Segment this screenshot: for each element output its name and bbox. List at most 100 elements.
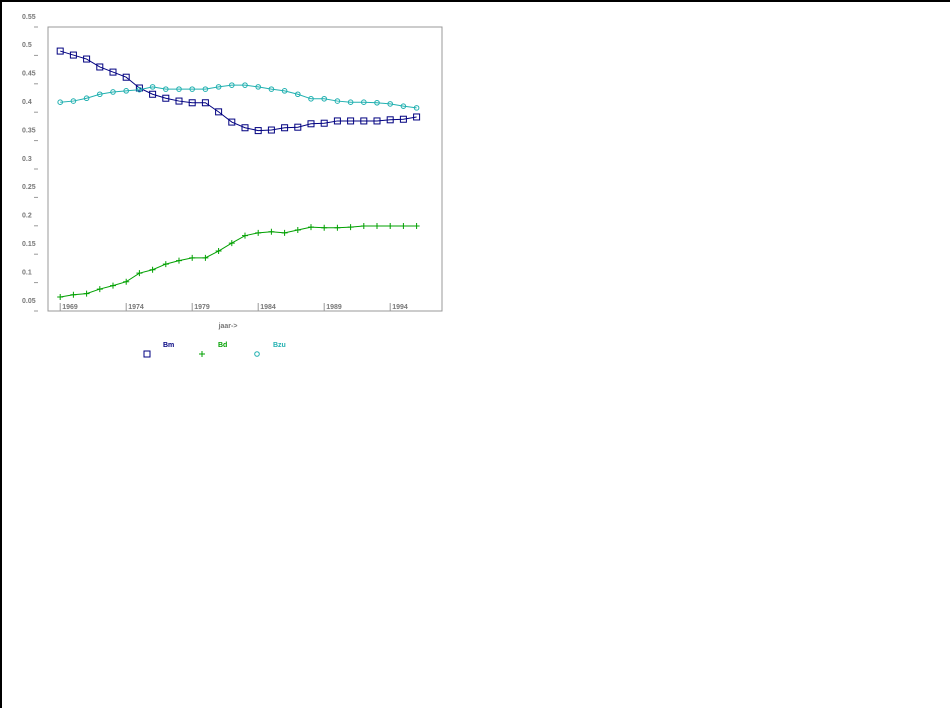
series-line xyxy=(60,225,417,298)
marker xyxy=(69,51,77,59)
marker xyxy=(202,86,209,92)
y-tick-label: 0.5 xyxy=(22,42,32,49)
x-tick-label: 1989 xyxy=(326,304,342,311)
legend-label: Bm xyxy=(163,342,174,349)
series-line xyxy=(60,84,417,109)
marker xyxy=(400,223,407,230)
marker xyxy=(215,108,223,116)
marker xyxy=(361,99,367,105)
marker xyxy=(347,117,355,125)
marker xyxy=(281,229,288,236)
marker xyxy=(347,224,354,231)
marker xyxy=(242,82,248,88)
marker xyxy=(149,90,157,98)
marker xyxy=(267,126,275,134)
marker xyxy=(386,116,394,124)
marker xyxy=(149,266,156,273)
y-tick-label: 0.55 xyxy=(22,14,36,21)
marker xyxy=(268,86,275,92)
y-tick-label: 0.1 xyxy=(22,269,32,276)
x-tick-label: 1974 xyxy=(128,304,144,311)
marker xyxy=(110,89,116,95)
y-tick-label: 0.4 xyxy=(22,99,32,106)
marker xyxy=(215,248,222,255)
marker xyxy=(136,86,143,93)
marker xyxy=(162,94,170,102)
marker xyxy=(162,261,169,268)
marker xyxy=(255,229,262,236)
marker xyxy=(83,55,91,63)
marker xyxy=(373,117,381,125)
marker xyxy=(176,86,182,92)
marker xyxy=(228,240,235,247)
marker xyxy=(202,254,209,261)
marker xyxy=(374,223,380,230)
legend-label: Bd xyxy=(218,342,227,349)
x-tick-label: 1979 xyxy=(194,304,210,311)
marker xyxy=(123,88,129,94)
marker xyxy=(135,84,143,92)
marker xyxy=(149,84,156,90)
marker xyxy=(189,86,195,92)
marker xyxy=(83,95,90,102)
legend-label: Bzu xyxy=(273,342,286,349)
x-tick-label: 1994 xyxy=(392,304,408,311)
y-tick-label: 0.35 xyxy=(22,127,36,134)
marker xyxy=(321,224,328,231)
marker xyxy=(413,113,421,121)
marker xyxy=(308,224,314,231)
marker xyxy=(307,120,315,128)
marker xyxy=(201,99,209,107)
y-tick-label: 0.05 xyxy=(22,298,36,305)
y-tick-label: 0.45 xyxy=(22,71,36,78)
marker xyxy=(387,223,394,230)
legend-marker xyxy=(199,351,205,357)
marker xyxy=(175,97,183,105)
y-tick-label: 0.25 xyxy=(22,184,36,191)
marker xyxy=(321,95,328,102)
marker xyxy=(176,257,182,264)
marker xyxy=(413,105,420,111)
legend-marker xyxy=(143,350,151,358)
marker xyxy=(189,254,196,261)
marker xyxy=(254,127,262,135)
marker xyxy=(255,84,262,90)
marker xyxy=(123,278,130,285)
marker xyxy=(295,91,301,98)
marker xyxy=(56,47,64,55)
marker xyxy=(400,103,407,109)
marker xyxy=(109,68,117,76)
x-axis-label: jaar-> xyxy=(218,323,238,330)
marker xyxy=(399,115,407,123)
marker xyxy=(96,286,103,293)
marker xyxy=(110,282,116,289)
marker xyxy=(97,91,103,98)
marker xyxy=(242,232,248,239)
marker xyxy=(122,73,130,81)
marker xyxy=(70,291,77,298)
marker xyxy=(308,95,314,102)
marker xyxy=(136,270,143,277)
marker xyxy=(334,98,341,104)
x-tick-label: 1984 xyxy=(260,304,276,311)
y-tick-label: 0.3 xyxy=(22,156,32,163)
x-tick-label: 1969 xyxy=(62,304,78,311)
plot-frame xyxy=(47,26,443,312)
marker xyxy=(188,99,196,107)
marker xyxy=(163,86,169,92)
marker xyxy=(70,98,77,104)
marker xyxy=(374,99,380,106)
y-tick-label: 0.15 xyxy=(22,241,36,248)
marker xyxy=(333,117,341,125)
marker xyxy=(57,99,64,105)
marker xyxy=(320,119,328,127)
marker xyxy=(360,223,367,230)
marker xyxy=(347,99,354,105)
marker xyxy=(294,227,301,233)
marker xyxy=(281,124,289,132)
y-tick-label: 0.2 xyxy=(22,213,32,220)
marker xyxy=(229,82,235,88)
marker xyxy=(387,101,394,107)
